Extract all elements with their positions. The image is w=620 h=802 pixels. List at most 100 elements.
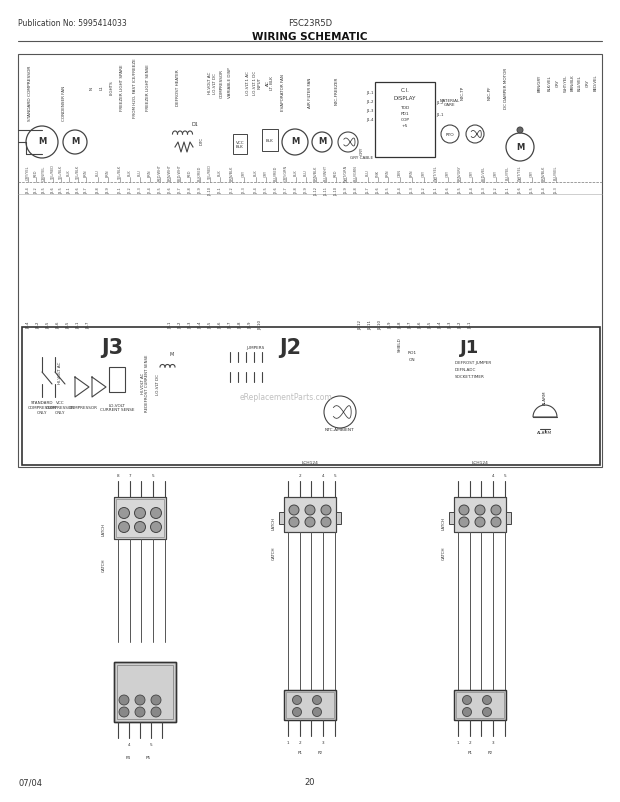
Text: Publication No: 5995414033: Publication No: 5995414033 bbox=[18, 18, 126, 27]
Text: 5: 5 bbox=[152, 473, 154, 477]
Bar bbox=[233, 135, 247, 155]
Text: J1-4: J1-4 bbox=[542, 188, 546, 194]
Text: J1-2: J1-2 bbox=[422, 188, 426, 194]
Text: J3-1: J3-1 bbox=[67, 188, 71, 194]
Text: ALARM: ALARM bbox=[538, 431, 552, 435]
Text: GRY: GRY bbox=[586, 79, 590, 87]
Text: J1: J1 bbox=[461, 338, 480, 357]
Bar bbox=[284, 691, 336, 720]
Text: RO1: RO1 bbox=[407, 350, 417, 354]
Text: GRY: GRY bbox=[556, 79, 560, 87]
Text: J1-1: J1-1 bbox=[436, 113, 443, 117]
Text: J2-10: J2-10 bbox=[208, 186, 212, 195]
Text: J2-4: J2-4 bbox=[148, 188, 152, 194]
Text: HI-VOLT AC
REDEFROST CURRENT SENSE: HI-VOLT AC REDEFROST CURRENT SENSE bbox=[141, 354, 149, 411]
Text: J2-7: J2-7 bbox=[228, 321, 232, 328]
Text: J1-10: J1-10 bbox=[378, 320, 382, 330]
Text: BLK: BLK bbox=[294, 169, 298, 176]
Text: LO-VLT.1 DC: LO-VLT.1 DC bbox=[253, 71, 257, 95]
Text: BRN/GRY: BRN/GRY bbox=[538, 75, 542, 91]
Text: J2-8: J2-8 bbox=[294, 188, 298, 194]
Text: J1-3: J1-3 bbox=[410, 188, 414, 194]
Text: +5: +5 bbox=[402, 124, 408, 128]
Text: J3-4: J3-4 bbox=[26, 321, 30, 328]
Bar bbox=[114, 497, 166, 539]
Text: J1-9: J1-9 bbox=[388, 321, 392, 328]
Text: J1-11: J1-11 bbox=[324, 186, 328, 195]
Text: LATCH: LATCH bbox=[102, 523, 106, 536]
Circle shape bbox=[305, 505, 315, 516]
Text: J1-3: J1-3 bbox=[482, 188, 486, 194]
Text: J3-2: J3-2 bbox=[36, 321, 40, 328]
Text: COP: COP bbox=[401, 118, 409, 122]
Text: GRY/YEL: GRY/YEL bbox=[26, 165, 30, 180]
Text: BLU/GRN: BLU/GRN bbox=[354, 165, 358, 180]
Text: GRY CABLE: GRY CABLE bbox=[350, 156, 374, 160]
Text: J2-5: J2-5 bbox=[158, 188, 162, 194]
Circle shape bbox=[321, 517, 331, 528]
Text: J1-5: J1-5 bbox=[530, 188, 534, 194]
Text: YEL/RED: YEL/RED bbox=[208, 165, 212, 180]
Text: J3-2: J3-2 bbox=[34, 188, 38, 194]
Circle shape bbox=[151, 695, 161, 705]
Text: CATCH: CATCH bbox=[102, 557, 106, 571]
Text: P5: P5 bbox=[146, 755, 151, 759]
Bar bbox=[116, 500, 164, 537]
Text: NTC-AMBIENT: NTC-AMBIENT bbox=[325, 427, 355, 431]
Text: J2-4: J2-4 bbox=[254, 188, 258, 194]
Circle shape bbox=[321, 505, 331, 516]
Text: J2-4: J2-4 bbox=[198, 321, 202, 328]
Text: BED/WHT: BED/WHT bbox=[178, 164, 182, 181]
Text: FREEZER LIGHT SENSE: FREEZER LIGHT SENSE bbox=[146, 64, 150, 111]
Circle shape bbox=[118, 522, 130, 533]
Text: GRY: GRY bbox=[242, 169, 246, 176]
Text: BRN: BRN bbox=[106, 169, 110, 176]
Text: LATCH: LATCH bbox=[442, 516, 446, 529]
Text: LO-VOLT
CURRENT SENSE: LO-VOLT CURRENT SENSE bbox=[100, 403, 135, 411]
Text: LCH124: LCH124 bbox=[472, 460, 489, 464]
Text: BRN: BRN bbox=[410, 169, 414, 176]
Text: C.I.: C.I. bbox=[401, 88, 409, 93]
Bar bbox=[109, 367, 125, 392]
Bar bbox=[114, 662, 176, 722]
Text: J1-3: J1-3 bbox=[554, 188, 558, 194]
Text: J1-7: J1-7 bbox=[366, 188, 370, 194]
Text: BLU: BLU bbox=[138, 169, 142, 176]
Text: RED: RED bbox=[188, 169, 192, 176]
Text: LO-VLT.1 AC: LO-VLT.1 AC bbox=[246, 71, 250, 95]
Circle shape bbox=[151, 508, 161, 519]
Text: DEFROST HEATER: DEFROST HEATER bbox=[176, 70, 180, 106]
Bar bbox=[456, 692, 504, 718]
Bar bbox=[449, 512, 454, 525]
Text: ORN: ORN bbox=[398, 169, 402, 176]
Text: J2-8: J2-8 bbox=[238, 321, 242, 328]
Text: BLK: BLK bbox=[128, 169, 132, 176]
Bar bbox=[262, 130, 278, 152]
Text: BRN/BLK: BRN/BLK bbox=[230, 165, 234, 180]
Text: STANDARD COMPRESSOR: STANDARD COMPRESSOR bbox=[28, 65, 32, 120]
Text: J1-4: J1-4 bbox=[470, 188, 474, 194]
Text: VCC
BLK: VCC BLK bbox=[236, 140, 244, 149]
Text: J3-6: J3-6 bbox=[56, 321, 60, 328]
Circle shape bbox=[491, 517, 501, 528]
Text: J3-5: J3-5 bbox=[42, 188, 46, 194]
Text: J3-5: J3-5 bbox=[59, 188, 63, 194]
Text: BRN/WHT: BRN/WHT bbox=[168, 164, 172, 181]
Text: WHT/GRN: WHT/GRN bbox=[344, 164, 348, 181]
Text: LATCH: LATCH bbox=[272, 516, 276, 529]
Text: 3: 3 bbox=[322, 740, 324, 744]
Text: LCH124: LCH124 bbox=[301, 460, 319, 464]
Text: M: M bbox=[318, 137, 326, 146]
Text: RED/WHT: RED/WHT bbox=[158, 164, 162, 181]
Text: BRN: BRN bbox=[84, 169, 88, 176]
Circle shape bbox=[151, 707, 161, 717]
Text: M: M bbox=[71, 137, 79, 146]
Text: J3-4: J3-4 bbox=[26, 188, 30, 194]
Text: BLU: BLU bbox=[304, 169, 308, 176]
Text: J1-9: J1-9 bbox=[344, 188, 348, 194]
Text: J2: J2 bbox=[279, 338, 301, 358]
Text: TOD: TOD bbox=[401, 106, 410, 110]
Text: YEL/RED: YEL/RED bbox=[51, 165, 55, 180]
Text: NTC-FREEZER: NTC-FREEZER bbox=[335, 77, 339, 105]
Text: STANDARD
COMPRESSOR
ONLY: STANDARD COMPRESSOR ONLY bbox=[27, 401, 56, 414]
